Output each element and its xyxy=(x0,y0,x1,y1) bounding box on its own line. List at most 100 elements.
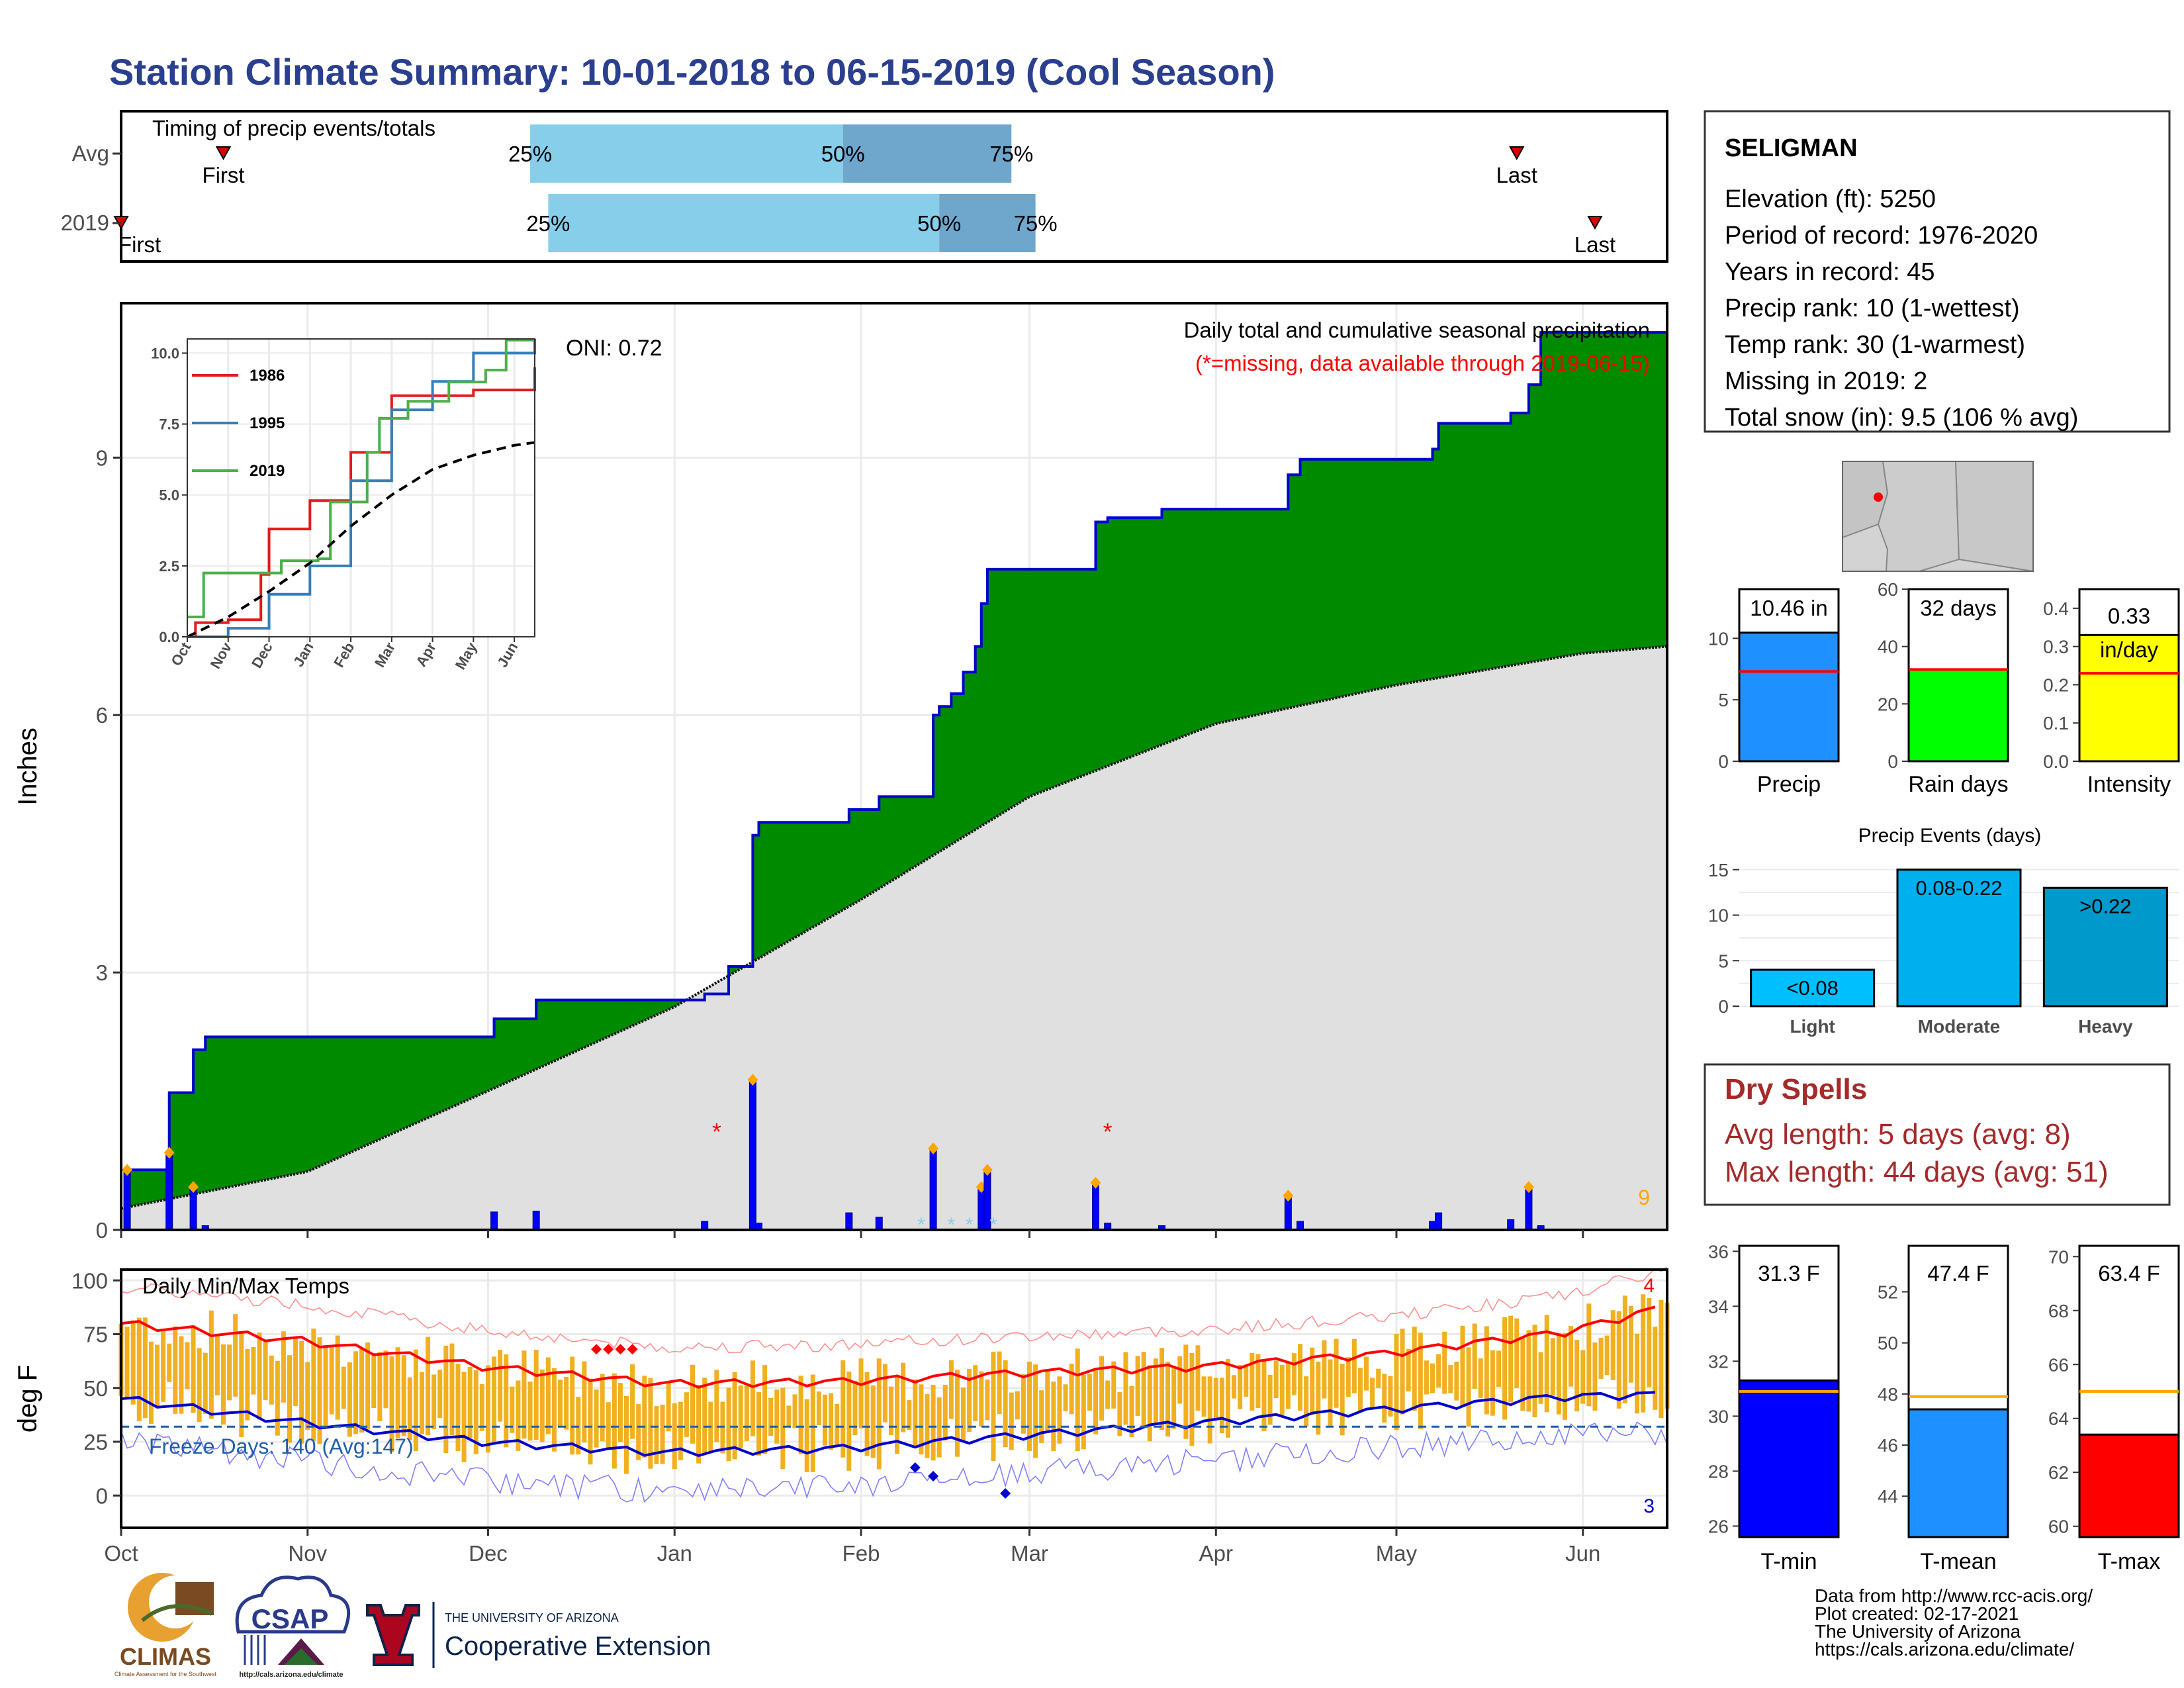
daily-temp-range-bar xyxy=(1189,1353,1195,1446)
timing-label-50: 50% xyxy=(917,211,961,236)
temp-ytick-label: 50 xyxy=(83,1376,108,1401)
summary-ytick-label: 40 xyxy=(1878,637,1898,657)
daily-temp-range-bar xyxy=(792,1394,797,1429)
snow-marker: * xyxy=(917,1214,925,1236)
daily-temp-range-bar xyxy=(762,1365,768,1454)
daily-temp-range-bar xyxy=(1238,1365,1243,1409)
event-bar-Moderate xyxy=(1896,868,2022,1008)
daily-temp-range-bar xyxy=(1604,1335,1610,1376)
summary-ytick-label: 0.0 xyxy=(2043,751,2069,772)
daily-temp-range-bar xyxy=(750,1360,755,1436)
daily-temp-range-bar xyxy=(227,1344,232,1401)
daily-temp-range-bar xyxy=(1201,1376,1206,1417)
daily-temp-range-bar xyxy=(1279,1364,1285,1415)
daily-temp-range-bar xyxy=(696,1385,702,1464)
daily-temp-range-bar xyxy=(1063,1384,1068,1411)
daily-temp-range-bar xyxy=(401,1355,406,1436)
daily-temp-range-bar xyxy=(660,1404,665,1464)
ua-logo: THE UNIVERSITY OF ARIZONA Cooperative Ex… xyxy=(366,1602,711,1668)
daily-temp-range-bar xyxy=(841,1360,846,1458)
summary-value-label-2b: in/day xyxy=(2100,637,2159,662)
daily-temp-range-bar xyxy=(1647,1297,1652,1387)
daily-temp-range-bar xyxy=(1183,1344,1189,1439)
daily-temp-range-bar xyxy=(714,1370,719,1442)
daily-temp-range-bar xyxy=(148,1341,154,1425)
daily-temp-range-bar xyxy=(870,1385,876,1458)
daily-temp-range-bar xyxy=(1051,1382,1056,1451)
event-category-Heavy: Heavy xyxy=(2078,1016,2133,1037)
daily-temp-range-bar xyxy=(1123,1352,1128,1425)
daily-temp-range-bar xyxy=(648,1378,653,1469)
heavy-event-marker xyxy=(122,1164,133,1176)
timing-bar-25-50 xyxy=(548,194,940,252)
daily-temp-range-bar xyxy=(1033,1364,1038,1458)
main-ytick-label: 3 xyxy=(96,961,108,985)
timing-label-75: 75% xyxy=(1014,211,1058,236)
temp-summary-ytick-label: 30 xyxy=(1708,1406,1729,1427)
temp-summary-ytick-label: 44 xyxy=(1878,1486,1898,1507)
daily-temp-range-bar xyxy=(1177,1356,1183,1404)
main-ytick-label: 0 xyxy=(96,1218,108,1243)
record-low-marker xyxy=(928,1471,939,1481)
daily-temp-range-bar xyxy=(1117,1391,1122,1436)
event-bar-label-Moderate: 0.08-0.22 xyxy=(1916,876,2003,900)
temp-summary-ytick-label: 64 xyxy=(2048,1409,2069,1429)
temp-summary-value-1: 47.4 F xyxy=(1927,1261,1989,1286)
daily-temp-range-bar xyxy=(467,1366,473,1438)
daily-temp-range-bar xyxy=(437,1370,443,1419)
daily-temp-range-bar xyxy=(1580,1350,1586,1404)
daily-temp-range-bar xyxy=(732,1372,737,1460)
daily-precip-bar xyxy=(978,1186,985,1231)
daily-temp-range-bar xyxy=(936,1397,942,1458)
daily-temp-range-bar xyxy=(504,1354,509,1448)
daily-temp-range-bar xyxy=(882,1364,887,1423)
daily-precip-bar xyxy=(749,1079,756,1231)
daily-temp-range-bar xyxy=(1105,1380,1111,1409)
station-years: Years in record: 45 xyxy=(1725,258,1935,286)
main-precip-chart: * * * * * * 0 3 6 9 Inches ONI: 0.72 Daily total… xyxy=(13,302,1668,1243)
timing-first-marker xyxy=(215,146,232,161)
daily-temp-range-bar xyxy=(443,1345,449,1454)
events-ytick-label: 10 xyxy=(1708,906,1729,926)
daily-temp-range-bar xyxy=(997,1351,1002,1415)
missing-data-marker: * xyxy=(712,1118,721,1145)
daily-temp-range-bar xyxy=(612,1373,617,1469)
temp-summary-bar-T-max xyxy=(2078,1433,2180,1538)
daily-temp-range-bar xyxy=(1508,1315,1514,1403)
page-title: Station Climate Summary: 10-01-2018 to 0… xyxy=(109,51,1275,93)
climas-subtitle: Climate Assessment for the Southwest xyxy=(114,1671,217,1677)
daily-temp-range-bar xyxy=(1159,1348,1164,1430)
dry-spells-avg: Avg length: 5 days (avg: 8) xyxy=(1725,1118,2071,1150)
daily-temp-range-bar xyxy=(395,1347,400,1438)
daily-temp-range-bar xyxy=(498,1350,503,1422)
daily-temp-range-bar xyxy=(925,1394,930,1458)
temp-summary-value-0: 31.3 F xyxy=(1758,1261,1820,1286)
summary-ytick-label: 0 xyxy=(1718,751,1729,772)
daily-temp-range-bar xyxy=(1213,1378,1218,1420)
events-ytick-label: 5 xyxy=(1718,951,1729,971)
month-label: Dec xyxy=(469,1541,508,1566)
daily-precip-bar xyxy=(845,1212,853,1231)
record-low-marker xyxy=(1000,1488,1011,1499)
credit-university: The University of Arizona xyxy=(1815,1621,2021,1642)
timing-bars: 25% 50% 75% First Last 25% 50% 75% First Last xyxy=(113,124,1615,257)
event-bar-label-Light: <0.08 xyxy=(1786,976,1838,1000)
daily-temp-range-bar xyxy=(432,1374,437,1429)
daily-temp-range-bar xyxy=(510,1386,515,1433)
daily-temp-range-bar xyxy=(1454,1362,1459,1401)
events-title: Precip Events (days) xyxy=(1858,825,2042,847)
temp-summary-ytick-label: 70 xyxy=(2048,1246,2069,1267)
daily-temp-range-bar xyxy=(365,1342,371,1430)
daily-temp-range-bar xyxy=(913,1380,918,1446)
timing-last-marker xyxy=(1587,216,1603,230)
daily-temp-range-bar xyxy=(551,1368,557,1452)
event-bar-Heavy xyxy=(2042,886,2168,1008)
daily-temp-range-bar xyxy=(666,1382,671,1432)
inset-ytick-label: 5.0 xyxy=(159,487,179,504)
daily-temp-range-bar xyxy=(449,1343,455,1436)
daily-temp-range-bar xyxy=(672,1403,677,1470)
daily-temp-range-bar xyxy=(479,1383,484,1431)
temp-ylabel: deg F xyxy=(13,1365,42,1432)
main-marks: * * * * * * xyxy=(120,331,1668,1236)
temp-summary-chart: 31.3 F 26 28 30 32 34 36 T-min 47.4 F 44 46 48 50 52 T… xyxy=(1708,1241,2180,1574)
